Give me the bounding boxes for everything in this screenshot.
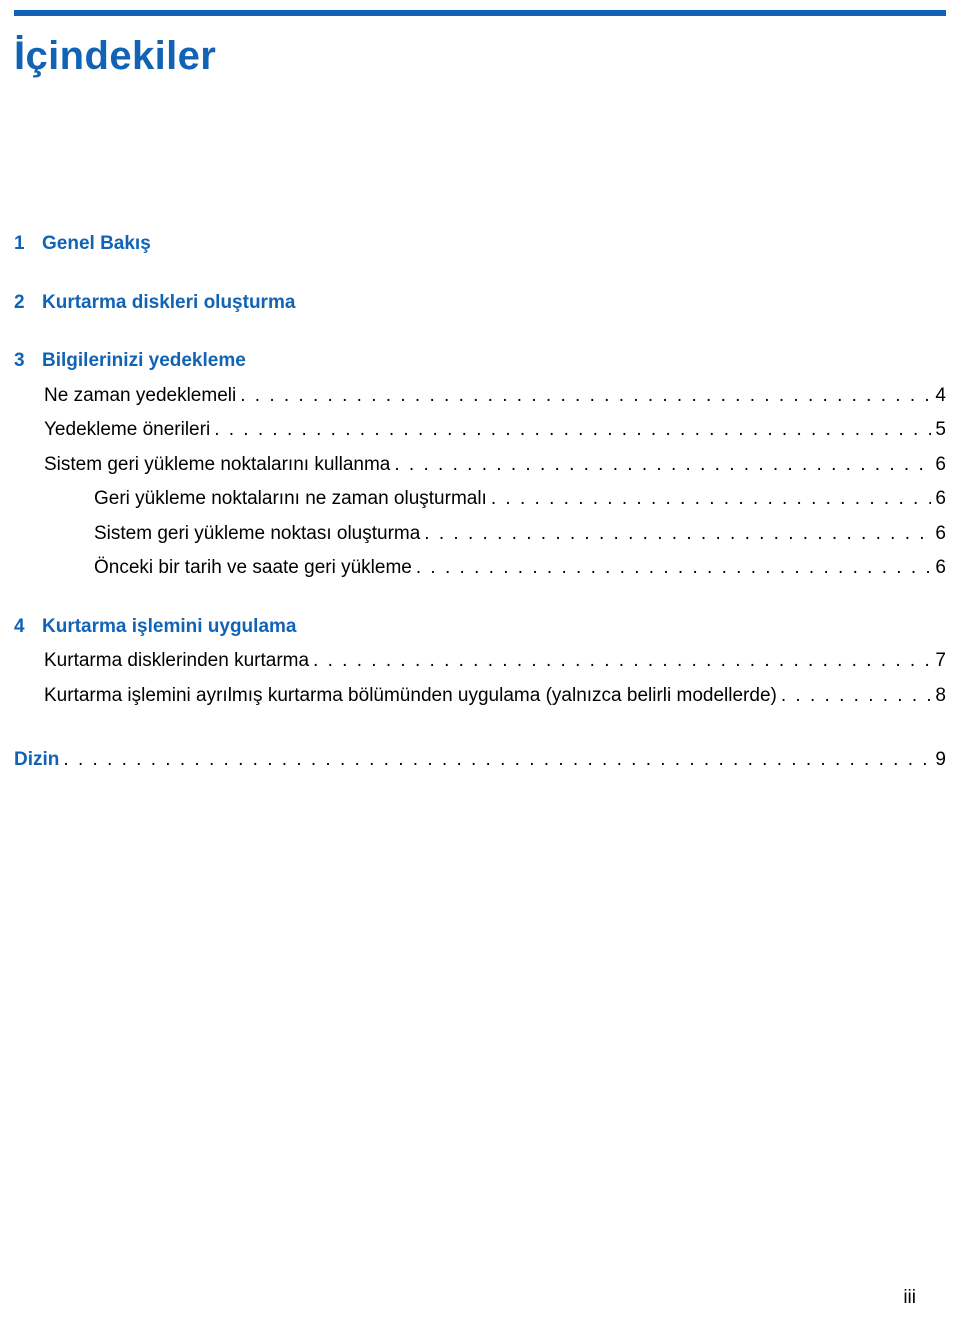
- toc-leader-dots: . . . . . . . . . . . . . . . . . . . . …: [236, 382, 931, 411]
- toc-chapter-title: Genel Bakış: [42, 230, 151, 259]
- page-title: İçindekiler: [14, 34, 216, 79]
- toc-leader-dots: . . . . . . . . . . . . . . . . . . . . …: [777, 682, 932, 711]
- toc-entry-page: 5: [931, 416, 946, 445]
- toc-subentry: Geri yükleme noktalarını ne zaman oluştu…: [14, 485, 946, 514]
- toc-entry: Sistem geri yükleme noktalarını kullanma…: [14, 451, 946, 480]
- toc-dizin-label: Dizin: [14, 746, 59, 775]
- toc-chapter-num: 2: [14, 289, 42, 318]
- toc-entry-label: Sistem geri yükleme noktalarını kullanma: [44, 451, 390, 480]
- page: İçindekiler 1 Genel Bakış 2 Kurtarma dis…: [0, 0, 960, 1339]
- toc-dizin: Dizin . . . . . . . . . . . . . . . . . …: [14, 746, 946, 775]
- toc-entry-page: 4: [931, 382, 946, 411]
- toc-leader-dots: . . . . . . . . . . . . . . . . . . . . …: [59, 746, 931, 775]
- footer-page-number: iii: [903, 1287, 916, 1309]
- toc-chapter-3: 3 Bilgilerinizi yedekleme: [14, 347, 946, 376]
- toc-entry-page: 8: [931, 682, 946, 711]
- toc-entry-page: 6: [931, 451, 946, 480]
- toc-chapter-title: Kurtarma işlemini uygulama: [42, 613, 296, 642]
- toc-leader-dots: . . . . . . . . . . . . . . . . . . . . …: [210, 416, 931, 445]
- toc-subentry: Sistem geri yükleme noktası oluşturma . …: [14, 520, 946, 549]
- toc-entry-label: Sistem geri yükleme noktası oluşturma: [94, 520, 420, 549]
- toc-chapter-num: 3: [14, 347, 42, 376]
- toc-entry-page: 7: [931, 647, 946, 676]
- toc-dizin-page: 9: [931, 746, 946, 775]
- top-rule: [14, 10, 946, 16]
- toc-entry-label: Kurtarma işlemini ayrılmış kurtarma bölü…: [44, 682, 777, 711]
- toc-chapter-title: Kurtarma diskleri oluşturma: [42, 289, 295, 318]
- toc-subentry: Önceki bir tarih ve saate geri yükleme .…: [14, 554, 946, 583]
- toc-entry-page: 6: [931, 485, 946, 514]
- toc-leader-dots: . . . . . . . . . . . . . . . . . . . . …: [390, 451, 931, 480]
- toc-chapter-4: 4 Kurtarma işlemini uygulama: [14, 613, 946, 642]
- toc-leader-dots: . . . . . . . . . . . . . . . . . . . . …: [487, 485, 932, 514]
- toc-chapter-2: 2 Kurtarma diskleri oluşturma: [14, 289, 946, 318]
- toc-leader-dots: . . . . . . . . . . . . . . . . . . . . …: [412, 554, 932, 583]
- toc-chapter-num: 4: [14, 613, 42, 642]
- toc-entry-label: Ne zaman yedeklemeli: [44, 382, 236, 411]
- toc-entry-label: Yedekleme önerileri: [44, 416, 210, 445]
- toc-entry-label: Geri yükleme noktalarını ne zaman oluştu…: [94, 485, 487, 514]
- table-of-contents: 1 Genel Bakış 2 Kurtarma diskleri oluştu…: [14, 200, 946, 781]
- toc-entry-page: 6: [931, 520, 946, 549]
- toc-chapter-1: 1 Genel Bakış: [14, 230, 946, 259]
- toc-entry: Yedekleme önerileri . . . . . . . . . . …: [14, 416, 946, 445]
- toc-entry-page: 6: [931, 554, 946, 583]
- toc-leader-dots: . . . . . . . . . . . . . . . . . . . . …: [309, 647, 931, 676]
- toc-leader-dots: . . . . . . . . . . . . . . . . . . . . …: [420, 520, 931, 549]
- toc-entry: Ne zaman yedeklemeli . . . . . . . . . .…: [14, 382, 946, 411]
- toc-chapter-num: 1: [14, 230, 42, 259]
- toc-entry: Kurtarma disklerinden kurtarma . . . . .…: [14, 647, 946, 676]
- toc-entry-label: Kurtarma disklerinden kurtarma: [44, 647, 309, 676]
- toc-chapter-title: Bilgilerinizi yedekleme: [42, 347, 246, 376]
- toc-entry-label: Önceki bir tarih ve saate geri yükleme: [94, 554, 412, 583]
- toc-entry: Kurtarma işlemini ayrılmış kurtarma bölü…: [14, 682, 946, 711]
